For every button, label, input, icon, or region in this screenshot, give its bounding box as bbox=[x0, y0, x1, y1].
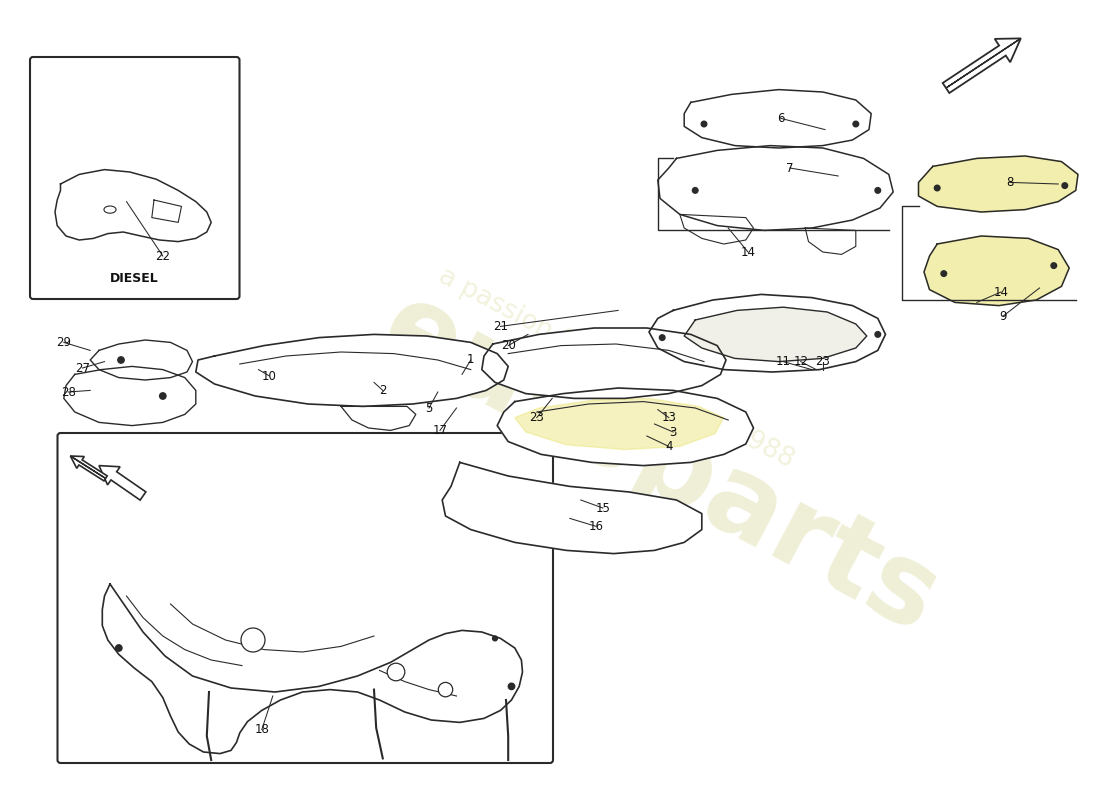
Polygon shape bbox=[482, 328, 726, 398]
Text: 11: 11 bbox=[776, 355, 791, 368]
Circle shape bbox=[934, 186, 940, 190]
Polygon shape bbox=[684, 307, 867, 362]
Polygon shape bbox=[649, 294, 886, 372]
Text: 18: 18 bbox=[254, 723, 270, 736]
Text: 14: 14 bbox=[993, 286, 1009, 298]
Polygon shape bbox=[70, 456, 106, 478]
Polygon shape bbox=[90, 340, 192, 380]
Circle shape bbox=[874, 331, 881, 337]
Text: 5: 5 bbox=[426, 402, 432, 414]
Circle shape bbox=[874, 187, 881, 193]
Polygon shape bbox=[102, 584, 522, 754]
Text: 6: 6 bbox=[778, 112, 784, 125]
Text: 4: 4 bbox=[666, 440, 672, 453]
Text: 2: 2 bbox=[379, 384, 386, 397]
Polygon shape bbox=[918, 156, 1078, 212]
Text: 17: 17 bbox=[432, 424, 448, 437]
Text: 22: 22 bbox=[155, 250, 170, 262]
Circle shape bbox=[852, 122, 859, 126]
Text: 13: 13 bbox=[661, 411, 676, 424]
Text: 23: 23 bbox=[815, 355, 830, 368]
Polygon shape bbox=[658, 146, 893, 230]
Text: 16: 16 bbox=[588, 520, 604, 533]
Text: 1: 1 bbox=[468, 354, 474, 366]
Polygon shape bbox=[64, 366, 196, 426]
Text: 10: 10 bbox=[262, 370, 277, 382]
Polygon shape bbox=[442, 462, 702, 554]
Text: 28: 28 bbox=[60, 386, 76, 398]
Text: 23: 23 bbox=[529, 411, 544, 424]
FancyArrow shape bbox=[99, 466, 146, 500]
Circle shape bbox=[493, 636, 497, 641]
Polygon shape bbox=[152, 200, 182, 222]
Text: DIESEL: DIESEL bbox=[110, 272, 158, 285]
Polygon shape bbox=[684, 90, 871, 148]
Text: 8: 8 bbox=[1006, 176, 1013, 189]
Ellipse shape bbox=[103, 206, 117, 214]
Circle shape bbox=[438, 682, 453, 697]
Circle shape bbox=[1062, 183, 1068, 188]
FancyBboxPatch shape bbox=[30, 57, 240, 299]
Circle shape bbox=[241, 628, 265, 652]
Text: europarts: europarts bbox=[364, 273, 956, 655]
Polygon shape bbox=[196, 334, 508, 406]
Polygon shape bbox=[341, 406, 416, 430]
Text: 14: 14 bbox=[740, 246, 756, 258]
Text: 9: 9 bbox=[1000, 310, 1006, 322]
Text: 27: 27 bbox=[75, 362, 90, 374]
Polygon shape bbox=[946, 38, 1021, 88]
FancyBboxPatch shape bbox=[57, 433, 553, 763]
FancyArrow shape bbox=[943, 38, 1021, 93]
Circle shape bbox=[387, 663, 405, 681]
Polygon shape bbox=[805, 228, 856, 254]
Circle shape bbox=[692, 187, 698, 193]
Circle shape bbox=[118, 357, 124, 363]
Circle shape bbox=[116, 645, 122, 651]
Circle shape bbox=[940, 270, 947, 276]
Circle shape bbox=[701, 122, 707, 126]
Polygon shape bbox=[924, 236, 1069, 306]
Text: 20: 20 bbox=[500, 339, 516, 352]
Text: 15: 15 bbox=[595, 502, 610, 514]
Text: 7: 7 bbox=[786, 162, 793, 174]
Text: 21: 21 bbox=[493, 320, 508, 333]
Circle shape bbox=[508, 683, 515, 690]
Polygon shape bbox=[515, 398, 724, 450]
Circle shape bbox=[160, 393, 166, 399]
Circle shape bbox=[659, 334, 666, 341]
Text: 12: 12 bbox=[793, 355, 808, 368]
Text: a passion for parts since 1988: a passion for parts since 1988 bbox=[433, 263, 799, 473]
Polygon shape bbox=[55, 170, 211, 242]
Polygon shape bbox=[497, 388, 754, 466]
Polygon shape bbox=[680, 214, 754, 244]
Text: 3: 3 bbox=[670, 426, 676, 438]
Circle shape bbox=[1050, 263, 1057, 268]
Text: 29: 29 bbox=[56, 336, 72, 349]
FancyArrow shape bbox=[70, 456, 107, 481]
